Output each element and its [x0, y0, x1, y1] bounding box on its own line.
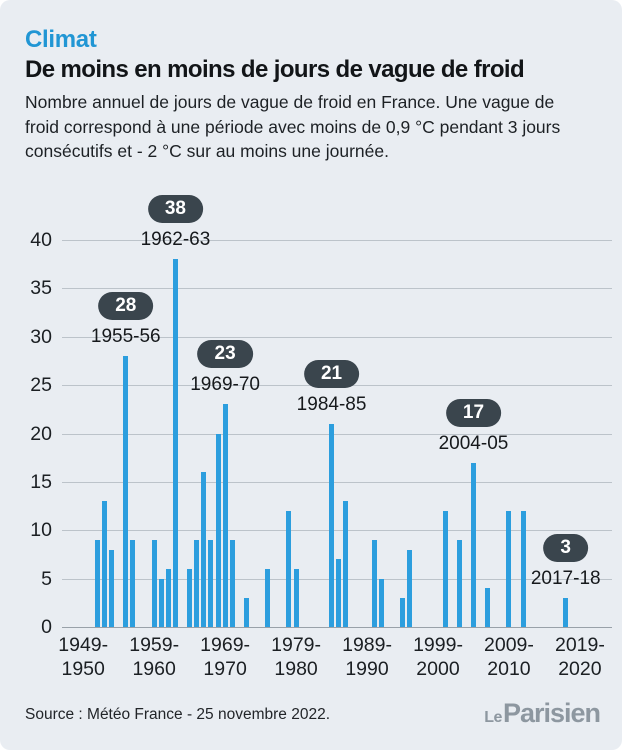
y-tick-label: 15	[30, 470, 52, 493]
bar	[194, 539, 200, 627]
annotation: 17 2004-05	[438, 398, 509, 455]
bar	[286, 510, 292, 627]
gridline	[62, 240, 612, 241]
bar	[158, 578, 164, 627]
bar	[201, 472, 207, 627]
bar	[563, 597, 569, 627]
bar	[94, 539, 100, 627]
bar	[109, 549, 115, 627]
x-tick-label: 1999- 2000	[413, 634, 463, 680]
bar	[442, 510, 448, 627]
bar	[215, 433, 221, 627]
leparisien-logo: Le Parisien	[484, 698, 601, 729]
x-tick-label: 1979- 1980	[271, 634, 322, 680]
annotation-pill: 38	[147, 195, 204, 224]
gridline	[62, 627, 612, 628]
annotation-winter: 2017-18	[530, 567, 601, 589]
annotation-winter: 2004-05	[438, 432, 509, 454]
y-tick-label: 30	[30, 325, 52, 348]
bar	[208, 539, 214, 627]
bar	[470, 462, 476, 627]
x-tick-label: 2009- 2010	[484, 634, 534, 680]
bar	[506, 510, 512, 627]
annotation-pill: 17	[445, 398, 502, 427]
x-tick-label: 1949- 1950	[58, 634, 109, 680]
source-text: Source : Météo France - 25 novembre 2022…	[25, 706, 330, 723]
bar	[265, 568, 271, 627]
annotation-winter: 1962-63	[140, 229, 211, 251]
y-tick-label: 40	[30, 229, 52, 251]
x-tick-label: 1959- 1960	[129, 634, 180, 680]
kicker: Climat	[25, 26, 97, 53]
bar	[520, 510, 526, 627]
bar	[407, 549, 413, 627]
bar	[165, 568, 171, 627]
bar	[222, 404, 228, 627]
y-tick-label: 20	[30, 422, 52, 445]
annotation: 21 1984-85	[296, 359, 367, 416]
annotation: 38 1962-63	[140, 195, 211, 251]
bar	[229, 539, 235, 627]
logo-le: Le	[484, 709, 502, 726]
annotation: 3 2017-18	[530, 533, 601, 590]
bar	[329, 423, 335, 627]
gridline	[62, 336, 612, 338]
annotation-winter: 1955-56	[90, 326, 161, 348]
x-tick-label: 2019- 2020	[554, 634, 605, 680]
bar	[123, 356, 129, 627]
y-tick-label: 0	[41, 616, 52, 638]
bar	[456, 539, 462, 627]
x-tick-label: 1969- 1970	[200, 634, 251, 680]
bar	[343, 501, 349, 627]
bar	[172, 259, 178, 627]
bar	[485, 588, 491, 627]
bar	[293, 568, 299, 627]
bar	[101, 501, 107, 627]
bar	[243, 597, 249, 627]
page-title: De moins en moins de jours de vague de f…	[25, 56, 525, 83]
annotation: 23 1969-70	[190, 340, 260, 396]
bar	[371, 539, 377, 627]
y-tick-label: 25	[30, 374, 52, 397]
annotation-winter: 1984-85	[296, 393, 367, 415]
gridline	[62, 530, 612, 532]
annotation-pill: 23	[197, 340, 253, 369]
annotation-pill: 28	[98, 292, 154, 321]
y-tick-label: 10	[30, 519, 52, 542]
bar	[187, 568, 193, 627]
bar	[336, 559, 342, 627]
bar	[378, 578, 384, 627]
logo-parisien: Parisien	[502, 698, 601, 728]
gridline	[62, 481, 612, 483]
annotation-pill: 3	[543, 533, 589, 562]
annotation-pill: 21	[303, 359, 360, 388]
gridline	[62, 288, 612, 290]
annotation-winter: 1969-70	[190, 374, 260, 396]
y-tick-label: 5	[41, 567, 52, 590]
bar	[151, 539, 157, 627]
bar	[400, 597, 406, 627]
chart-subtitle: Nombre annuel de jours de vague de froid…	[25, 92, 561, 161]
bar	[130, 539, 136, 627]
gridline	[62, 433, 612, 435]
y-tick-label: 35	[30, 277, 52, 300]
annotation: 28 1955-56	[91, 292, 161, 348]
x-tick-label: 1989- 1990	[342, 634, 392, 680]
